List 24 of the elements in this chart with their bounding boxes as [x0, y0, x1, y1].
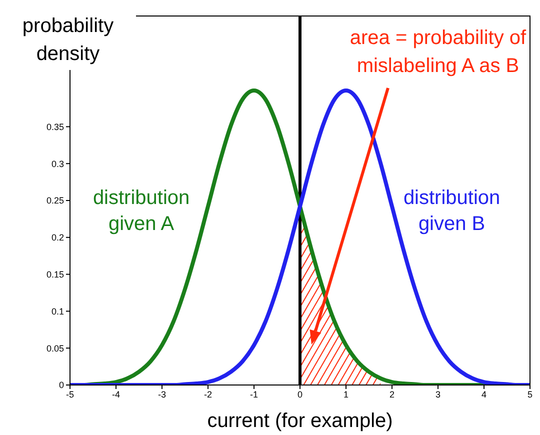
x-tick-label: 4: [481, 389, 487, 400]
x-tick-label: -1: [250, 389, 258, 400]
series-label: distribution given A: [92, 187, 190, 236]
annotation: area = probability of mislabeling A as B: [350, 27, 527, 77]
x-tick-label: -4: [112, 389, 120, 400]
x-tick-label: 3: [435, 389, 441, 400]
y-tick-label: 0: [58, 380, 64, 390]
x-tick-label: -3: [158, 389, 166, 400]
x-tick-label: 0: [297, 389, 303, 400]
x-tick-label: 5: [527, 389, 533, 400]
series-label: distribution given B: [403, 187, 500, 236]
y-tick-label: 0.2: [51, 232, 64, 243]
x-tick-label: 1: [343, 389, 349, 400]
y-tick-label: 0.3: [51, 158, 64, 169]
x-tick-label: -2: [204, 389, 212, 400]
x-axis-title: current (for example): [207, 410, 393, 432]
y-tick-label: 0.35: [46, 122, 64, 132]
y-axis-title: probability density: [22, 15, 114, 65]
y-tick-label: 0.1: [51, 306, 64, 316]
x-tick-label: -5: [66, 389, 74, 400]
y-tick-label: 0.15: [46, 269, 64, 280]
x-tick-label: 2: [389, 389, 395, 400]
y-tick-label: 0.25: [46, 196, 64, 206]
y-tick-label: 0.05: [46, 343, 64, 354]
